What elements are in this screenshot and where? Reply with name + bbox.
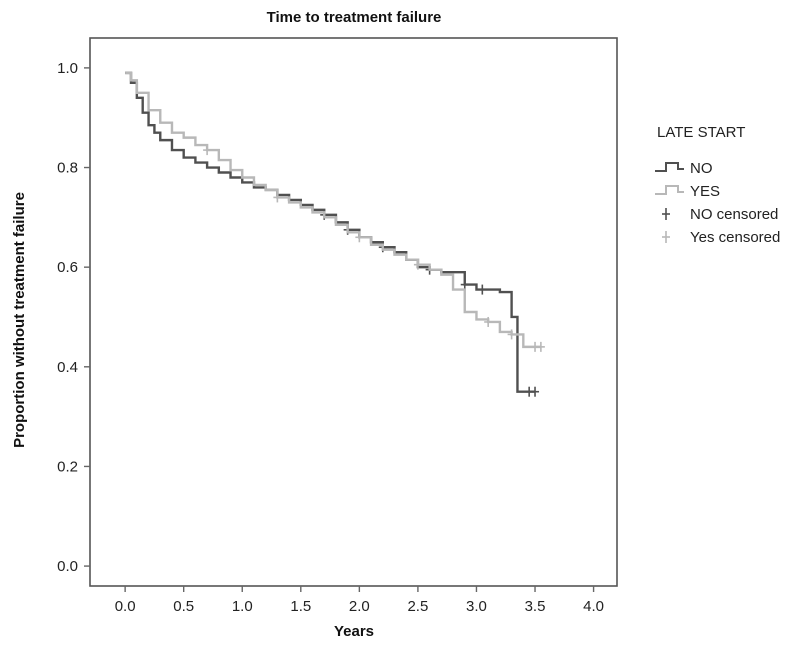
x-tick-label: 2.0 <box>349 598 370 615</box>
x-tick-label: 1.5 <box>290 598 311 615</box>
legend-item: NO censored <box>662 206 778 223</box>
y-tick-label: 0.0 <box>57 558 78 575</box>
censor-mark-no <box>531 386 540 397</box>
legend-line-icon <box>655 162 684 172</box>
x-axis-label: Years <box>334 623 374 640</box>
y-tick-label: 0.6 <box>57 259 78 276</box>
censor-mark-yes <box>484 316 493 327</box>
x-tick-label: 0.0 <box>115 598 136 615</box>
censor-mark-yes <box>203 145 212 156</box>
x-tick-label: 2.5 <box>407 598 428 615</box>
series-line-no <box>125 71 536 393</box>
legend-item: Yes censored <box>662 229 780 246</box>
legend-item: NO <box>655 160 713 177</box>
legend-label: Yes censored <box>690 229 780 246</box>
censor-mark-yes <box>536 341 545 352</box>
legend-label: NO <box>690 160 713 177</box>
censor-mark-no <box>460 279 469 290</box>
series-line-yes <box>125 71 541 349</box>
y-tick-label: 0.2 <box>57 458 78 475</box>
censor-mark-yes <box>273 192 282 203</box>
legend-label: YES <box>690 183 720 200</box>
y-axis-label: Proportion without treatment failure <box>11 192 28 448</box>
legend-label: NO censored <box>690 206 778 223</box>
chart-title: Time to treatment failure <box>267 9 442 26</box>
legend-item: YES <box>655 183 720 200</box>
legend-cross-icon <box>662 208 670 220</box>
axis-ticks: 0.0 0.5 1.0 1.5 2.0 2.5 3.0 3.5 4.0 0.0 0.2 0.4 0.6 0… <box>57 60 604 615</box>
legend-line-icon <box>655 185 684 195</box>
legend-cross-icon <box>662 231 670 243</box>
censor-mark-yes <box>355 232 364 243</box>
censor-mark-yes <box>413 259 422 270</box>
legend-title: LATE START <box>657 124 745 141</box>
x-tick-label: 4.0 <box>583 598 604 615</box>
y-tick-label: 1.0 <box>57 60 78 77</box>
censor-mark-no <box>478 284 487 295</box>
y-tick-label: 0.4 <box>57 359 78 376</box>
series-layer <box>125 71 545 397</box>
x-tick-label: 1.0 <box>232 598 253 615</box>
plot-frame <box>89 37 618 587</box>
y-tick-label: 0.8 <box>57 160 78 177</box>
x-tick-label: 0.5 <box>173 598 194 615</box>
x-tick-label: 3.5 <box>525 598 546 615</box>
legend: NO YES NO censored Yes censored <box>655 160 780 246</box>
x-tick-label: 3.0 <box>466 598 487 615</box>
censor-mark-yes <box>507 329 516 340</box>
